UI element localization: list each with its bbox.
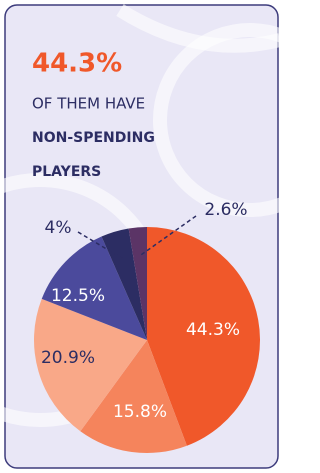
value-label: 15.8%: [113, 402, 167, 422]
infographic: 44.3% OF THEM HAVE NON-SPENDING PLAYERS …: [0, 0, 283, 473]
value-label: 4%: [45, 218, 72, 238]
subtitle: OF THEM HAVE: [32, 95, 145, 113]
title-line: NON-SPENDING: [32, 130, 155, 146]
value-label: 44.3%: [186, 320, 240, 340]
value-label: 12.5%: [51, 286, 105, 306]
title-line: PLAYERS: [32, 164, 101, 180]
value-label: 20.9%: [41, 348, 95, 368]
headline: 44.3%: [32, 49, 122, 79]
value-label: 2.6%: [204, 200, 247, 220]
